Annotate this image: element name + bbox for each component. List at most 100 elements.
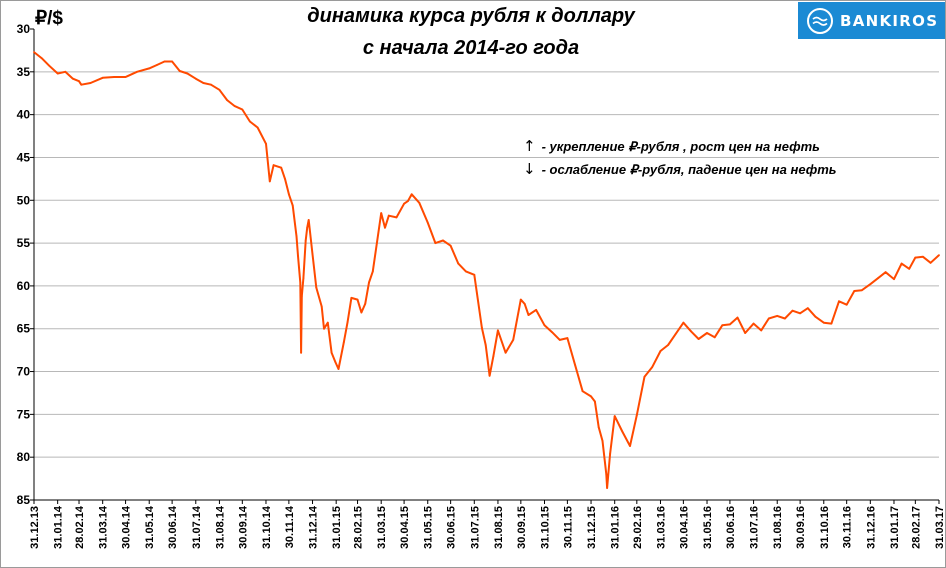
data-point [519,298,522,301]
data-point [752,322,755,325]
data-point [697,338,700,340]
x-tick-label: 31.03.17 [934,506,945,549]
series [33,51,940,489]
data-point [877,277,879,280]
x-tick-label: 30.06.15 [446,506,458,549]
data-point [330,351,333,354]
data-point [643,375,646,378]
data-point [497,329,499,332]
data-point [186,72,189,75]
y-tick-labels: 30 35 40 45 50 55 60 65 70 75 80 85 [17,22,31,507]
x-tick-label: 31.10.15 [539,506,551,549]
data-point [838,300,840,303]
data-point [136,70,138,73]
data-point [706,332,708,334]
data-point [218,88,221,91]
data-point [302,277,305,280]
data-point [776,315,779,317]
x-tick-label: 30.09.14 [237,505,249,549]
y-tick-label: 85 [17,493,31,507]
x-tick-label: 31.07.14 [191,505,203,549]
x-tick-label: 30.09.16 [795,506,807,549]
data-point [629,445,631,447]
data-point [767,317,770,320]
data-point [311,253,314,256]
data-point [581,390,584,393]
x-tick-label: 28.02.14 [74,505,86,549]
x-tick-label: 31.12.16 [865,506,877,549]
data-point [504,351,507,354]
data-point [194,77,197,80]
data-point [806,307,809,310]
y-tick-label: 70 [17,365,31,379]
data-point [484,344,487,346]
data-point [101,76,104,79]
data-point [288,193,290,196]
data-point [488,374,491,377]
data-point [337,368,340,370]
chart-title-line-2: с начала 2014-го года [362,37,580,59]
data-point [457,262,460,265]
data-point [202,82,205,84]
y-tick-label: 45 [17,150,31,164]
data-point [407,200,409,203]
data-point [364,303,367,305]
x-tick-label: 31.01.14 [53,505,65,549]
data-point [674,333,677,335]
y-tick-label: 60 [17,279,31,293]
data-point [89,82,92,84]
data-point [113,76,115,78]
data-point [512,339,515,341]
x-tick-label: 31.05.16 [702,506,714,549]
wave-circle-icon [807,7,833,34]
data-point [814,315,817,318]
x-tick-label: 31.01.15 [331,506,343,549]
data-point [449,244,452,247]
data-point [523,303,526,305]
data-point [481,327,483,329]
data-point [574,363,576,366]
x-tick-label: 31.03.15 [376,506,388,549]
data-point [830,322,833,325]
data-point [558,339,561,341]
data-point [426,221,429,224]
data-point [384,226,386,229]
data-point [315,286,318,289]
data-point [551,331,553,334]
data-point [233,105,236,107]
x-tick-label: 31.07.16 [749,506,761,549]
data-point [535,309,537,311]
data-point [163,60,166,63]
up-arrow-icon: ↑ [523,137,536,155]
y-tick-label: 65 [17,322,31,336]
data-point [791,309,794,312]
data-point [721,324,724,327]
data-point [403,202,405,205]
x-tick-label: 28.02.15 [353,506,365,549]
data-point [442,239,444,242]
data-point [80,83,83,86]
bankiros-logo[interactable]: BANKIROS [798,2,945,39]
x-tick-label: 30.04.14 [121,505,133,549]
data-point [908,267,911,270]
chart-title-line-1: динамика курса рубля к доллару [307,5,635,27]
data-point [56,72,59,75]
x-tick-label: 31.05.15 [423,506,435,549]
x-tick-label: 31.05.14 [144,505,156,549]
x-tick-label: 30.04.16 [678,506,690,549]
data-point [295,235,298,238]
data-point [306,226,309,229]
data-point [914,256,917,259]
x-tick-label: 30.11.15 [562,506,574,548]
data-point [465,270,467,273]
data-point [690,330,692,333]
y-tick-label: 75 [17,407,31,421]
data-point [326,321,329,324]
x-tick-label: 31.08.15 [493,506,505,549]
x-tick-label: 31.08.16 [772,506,784,549]
data-point [346,321,349,323]
y-axis-unit-label: ₽/$ [35,8,63,29]
data-point [265,142,267,145]
